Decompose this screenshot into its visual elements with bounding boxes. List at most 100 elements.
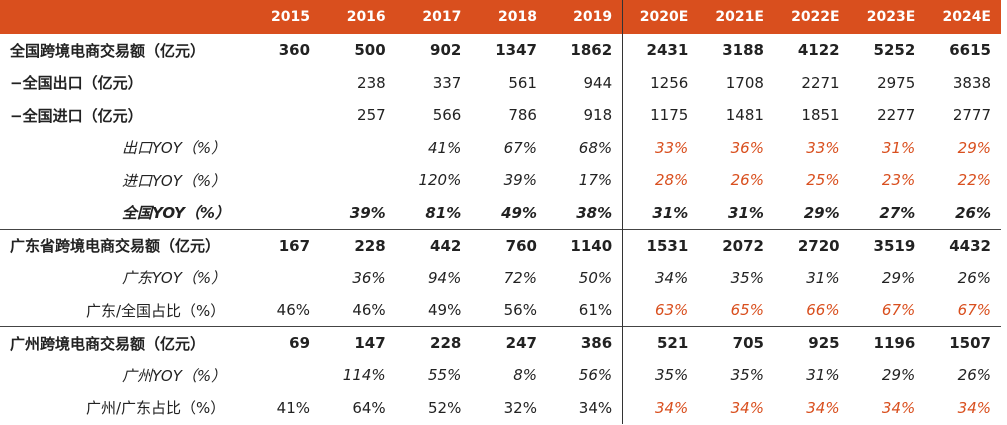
table-row: 广州/广东占比（%） 41% 64% 52% 32% 34% 34% 34% 3… (0, 391, 1001, 424)
cell (258, 67, 320, 100)
cell: 1347 (495, 41, 537, 60)
cell: 760 (471, 228, 547, 262)
cell: 34% (622, 261, 699, 294)
row-label: 广州跨境电商交易额（亿元） (0, 326, 258, 359)
cell: 35% (730, 366, 764, 385)
cell: 26% (957, 268, 991, 287)
table-row: 全国YOY（%） 39% 81% 49% 38% 31% 31% 29% 27%… (0, 196, 1001, 230)
cell: 26% (730, 171, 764, 190)
cell: 27% (879, 203, 916, 222)
header-year: 2016 (346, 9, 386, 25)
cell: 2277 (877, 106, 916, 125)
cell: 52% (427, 398, 462, 417)
cell: 35% (730, 268, 764, 287)
cell: 68% (578, 138, 613, 157)
cell: 56% (578, 366, 613, 385)
cell: 34% (806, 398, 840, 417)
cell: 31% (728, 203, 764, 222)
cell: 67% (503, 138, 537, 157)
cell: 69 (257, 326, 321, 359)
cell: 29% (803, 203, 840, 222)
table-row: 广东/全国占比（%） 46% 46% 49% 56% 61% 63% 65% 6… (0, 294, 1001, 327)
header-label-cell (0, 0, 258, 34)
cell: 360 (278, 41, 311, 60)
cell: 925 (773, 326, 850, 359)
cell: 34% (957, 398, 991, 417)
cell: 22% (957, 171, 991, 190)
header-row: 2015 2016 2017 2018 2019 2020E 2021E 202… (0, 0, 1001, 34)
cell: 1140 (546, 228, 623, 262)
cell: 49% (501, 203, 537, 222)
cell: 49% (427, 301, 462, 319)
cell: 3838 (952, 73, 991, 92)
cell: 6615 (949, 41, 991, 60)
table-row: 出口YOY（%） 41% 67% 68% 33% 36% 33% 31% 29% (0, 131, 1001, 165)
header-year: 2024E (942, 9, 991, 25)
header-year: 2019 (573, 9, 613, 25)
cell: 2777 (952, 106, 991, 125)
header-year: 2020E (622, 0, 699, 34)
cell: 8% (513, 366, 537, 385)
cell: 561 (508, 73, 537, 92)
cell: 2975 (877, 73, 916, 92)
cell: 167 (257, 228, 321, 262)
cell: 386 (546, 326, 623, 359)
cell: 3188 (722, 41, 764, 60)
cell: 500 (354, 41, 386, 60)
cell: 72% (503, 268, 537, 287)
cell: 32% (503, 398, 537, 417)
cell: 46% (352, 301, 386, 319)
header-year: 2023E (866, 9, 916, 25)
cell: 67% (957, 301, 991, 319)
cell: 2271 (801, 73, 840, 92)
row-label: −全国出口（亿元） (10, 74, 143, 93)
cell: 1862 (570, 41, 613, 60)
cell (258, 197, 320, 230)
header-year: 2022E (791, 9, 840, 25)
row-label: 广东省跨境电商交易额（亿元） (0, 228, 258, 262)
cell: 64% (352, 398, 386, 417)
cell: 33% (622, 131, 699, 164)
cell: 442 (395, 228, 472, 262)
cell (258, 132, 320, 165)
row-label: 广州/广东占比（%） (86, 399, 226, 418)
table-row: −全国进口（亿元） 257 566 786 918 1175 1481 1851… (0, 99, 1001, 132)
cell: 4122 (797, 41, 840, 60)
cell: 566 (432, 106, 462, 125)
cell: 81% (425, 203, 462, 222)
cell: 34% (730, 398, 764, 417)
cell: 257 (357, 106, 386, 125)
cell: 56% (503, 301, 537, 319)
cell: 23% (881, 171, 916, 190)
cell: 39% (503, 171, 537, 190)
cell: 1196 (849, 326, 926, 359)
cell: 1175 (622, 99, 699, 132)
cell: 1481 (725, 106, 764, 125)
cell: 705 (698, 326, 774, 359)
cell: 521 (622, 326, 699, 359)
cell: 25% (806, 171, 840, 190)
cell: 33% (806, 138, 840, 157)
cell: 28% (622, 164, 699, 197)
cell: 786 (508, 106, 537, 125)
cell: 918 (583, 106, 613, 125)
cell (320, 164, 396, 197)
table-row: 广东省跨境电商交易额（亿元） 167 228 442 760 1140 1531… (0, 228, 1001, 262)
cell: 31% (881, 138, 916, 157)
cell: 238 (357, 73, 386, 92)
row-label: 出口YOY（%） (122, 139, 227, 158)
cell: 337 (432, 73, 462, 92)
cell: 4432 (925, 228, 1001, 262)
cell: 120% (418, 171, 462, 190)
cell: 66% (806, 301, 840, 319)
cell: 1851 (801, 106, 840, 125)
table-row: 进口YOY（%） 120% 39% 17% 28% 26% 25% 23% 22… (0, 164, 1001, 197)
cell (258, 164, 320, 197)
cell: 38% (576, 203, 613, 222)
table-row: 广东YOY（%） 36% 94% 72% 50% 34% 35% 31% 29%… (0, 261, 1001, 294)
row-label: 广东/全国占比（%） (86, 301, 226, 320)
cell: 944 (583, 73, 613, 92)
header-year: 2017 (422, 9, 462, 25)
table-row: 广州YOY（%） 114% 55% 8% 56% 35% 35% 31% 29%… (0, 359, 1001, 392)
row-label: 进口YOY（%） (122, 171, 227, 190)
